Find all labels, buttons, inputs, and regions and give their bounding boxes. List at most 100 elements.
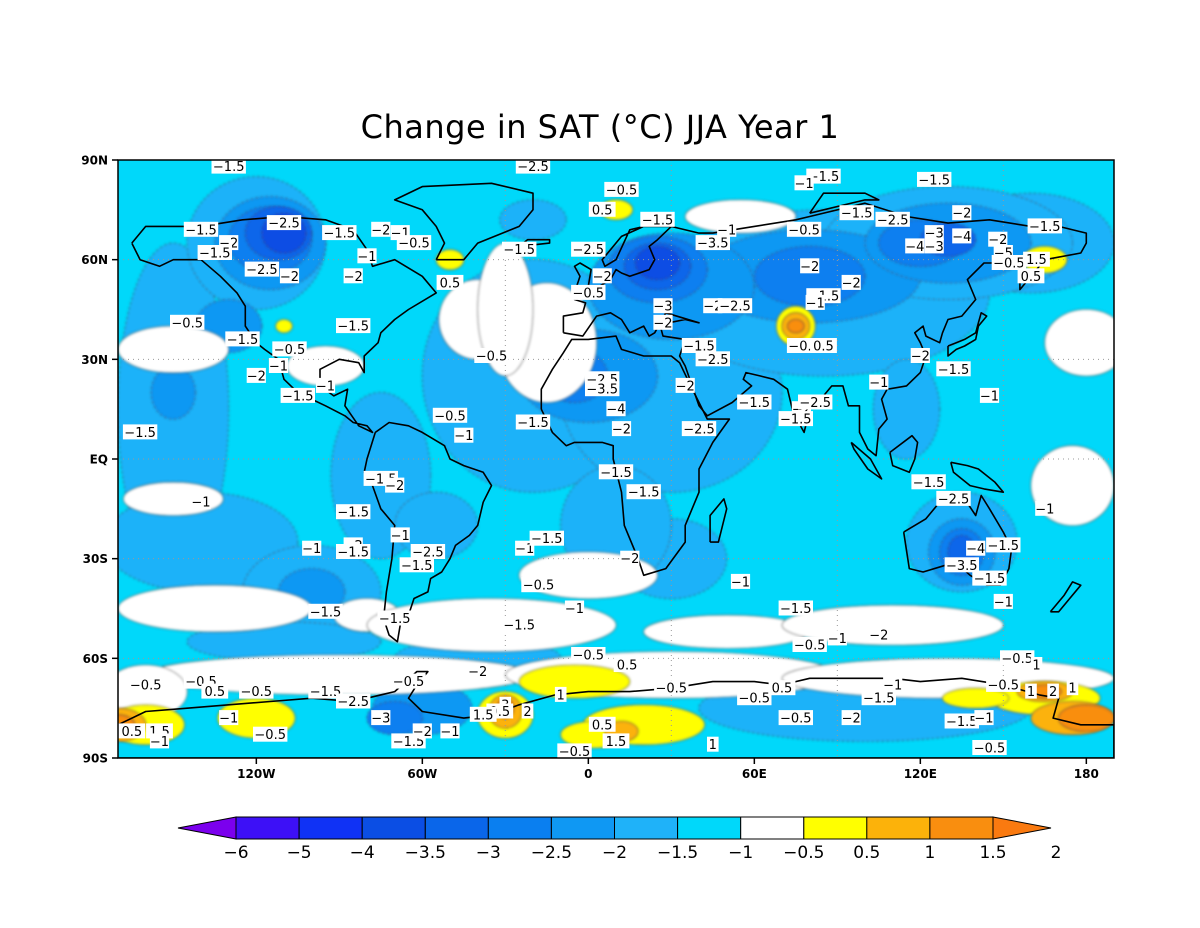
contour-label-box: [841, 710, 861, 726]
colorbar-label: −3: [476, 843, 501, 863]
colorbar-swatch: [929, 816, 994, 840]
contour-label: −1.5: [336, 318, 371, 335]
contour-label-text: −0.5: [656, 682, 688, 697]
contour-label-box: [1047, 683, 1059, 699]
contour-band-region: [635, 245, 681, 280]
contour-label-text: −2: [676, 379, 695, 394]
contour-label: −0.5: [391, 673, 426, 690]
contour-label: −1.5: [515, 414, 551, 431]
contour-label: −1.5: [626, 484, 661, 501]
contour-label-box: [412, 723, 432, 739]
contour-label: −2.5: [571, 241, 606, 258]
contour-label-text: −1.5: [946, 715, 978, 730]
contour-label-box: [841, 274, 861, 290]
contour-label-box: [211, 160, 246, 174]
contour-label-text: −3: [925, 227, 944, 242]
contour-label: −2.5: [336, 693, 371, 710]
contour-label-text: −1.5: [213, 160, 245, 175]
contour-label: 2: [521, 703, 534, 720]
contour-label-text: −1.5: [503, 619, 535, 634]
lon-tick-label: 120W: [237, 767, 275, 781]
contour-label: 0.5: [588, 716, 616, 733]
contour-label-box: [653, 298, 673, 314]
contour-label-text: −2: [842, 276, 861, 291]
contour-label-box: [308, 683, 343, 699]
contour-label-box: [861, 690, 896, 706]
contour-label-text: 1: [1032, 659, 1040, 674]
contour-label-box: [869, 374, 889, 390]
contour-label-text: −1: [828, 632, 847, 647]
contour-label-box: [717, 221, 737, 237]
contour-label-text: −2: [344, 270, 363, 285]
contour-label-text: −3: [653, 300, 672, 315]
contour-label-box: [936, 490, 971, 506]
contour-label-text: −2: [653, 316, 672, 331]
contour-label: 1: [1025, 683, 1037, 700]
contour-label-box: [737, 394, 772, 410]
contour-label: −0.5: [654, 680, 689, 697]
contour-label: −0.5: [778, 710, 813, 727]
colorbar-swatch: [803, 816, 868, 840]
contour-label: −2.5: [695, 351, 730, 368]
contour-label-box: [778, 710, 813, 726]
contour-label-text: −1.5: [379, 612, 411, 627]
contour-label-box: [944, 713, 979, 729]
contour-label-text: −1: [454, 429, 473, 444]
contour-label-box: [239, 683, 274, 699]
coastline: [1049, 581, 1082, 613]
contour-label: −0.5: [253, 726, 288, 743]
contour-label: −2: [841, 710, 861, 727]
contour-label: −4: [905, 238, 925, 255]
contour-label-box: [972, 740, 1007, 755]
contour-label-box: [905, 238, 925, 254]
contour-label-text: −1: [731, 575, 750, 590]
contour-label: −2: [385, 477, 405, 494]
contour-label-box: [469, 706, 497, 722]
contour-label-box: [336, 504, 371, 520]
contour-label-box: [588, 201, 616, 217]
contour-label-text: −2: [988, 233, 1007, 248]
contour-label: −2: [703, 298, 723, 315]
contour-label: −2.5: [875, 211, 910, 228]
contour-label-box: [336, 693, 371, 709]
contour-label-text: −2: [703, 300, 722, 315]
contour-label: −1: [1035, 500, 1055, 517]
contour-label-box: [557, 743, 592, 758]
contour-label: −1: [515, 540, 535, 557]
contour-label-box: [952, 205, 972, 221]
contour-label: −2.5: [410, 544, 446, 561]
contour-label-box: [924, 225, 944, 241]
contour-label-text: −0.5: [241, 685, 273, 700]
contour-label: −3.5: [695, 235, 730, 252]
contour-label-box: [1066, 680, 1079, 696]
contour-label-text: −0.5: [739, 692, 771, 707]
contour-label-box: [280, 387, 315, 403]
contour-label: −2: [952, 205, 972, 222]
colorbar-label: 0.5: [853, 843, 880, 863]
contour-label: −1.5: [122, 424, 158, 441]
contour-label: −2: [468, 663, 488, 680]
contour-label: −1.5: [861, 690, 896, 707]
contour-label-box: [681, 421, 717, 437]
contour-label-text: −4: [606, 403, 625, 418]
contour-label-text: −0.5: [788, 223, 820, 238]
contour-label-text: −1.5: [124, 426, 156, 441]
contour-label-text: −1: [515, 542, 534, 557]
contour-label-box: [571, 284, 606, 300]
contour-label-text: −1.5: [503, 243, 535, 258]
contour-label: −3: [924, 225, 944, 242]
contour-label: 1.5: [602, 733, 630, 750]
contour-label-box: [717, 298, 753, 314]
contour-label: −1: [268, 358, 289, 375]
contour-label-box: [806, 168, 841, 184]
contour-label-box: [253, 726, 288, 742]
contour-label-text: −3.5: [946, 559, 978, 574]
contour-label-text: −3: [371, 712, 390, 727]
contour-label: −0.5: [128, 676, 163, 693]
contour-label: −4: [606, 401, 626, 418]
contour-label-box: [675, 377, 695, 393]
contour-label-box: [681, 338, 717, 353]
contour-band-region: [118, 584, 312, 633]
contour-label: −0.5: [170, 314, 205, 331]
contour-label-text: −2: [593, 270, 612, 285]
